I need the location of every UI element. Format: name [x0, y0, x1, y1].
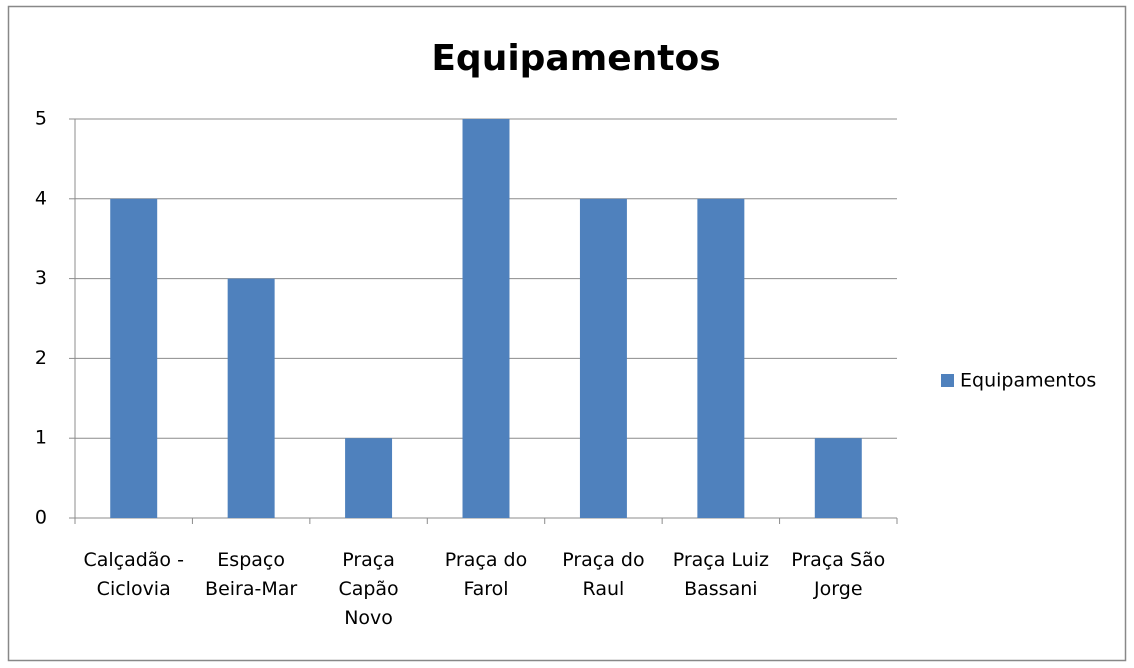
- x-tick-label: Praça Luiz Bassani: [672, 549, 769, 600]
- x-tick-label: Praça Capão Novo: [338, 549, 399, 629]
- y-tick-label: 0: [35, 507, 47, 529]
- bar: [110, 198, 158, 519]
- bar: [345, 438, 393, 518]
- x-tick-label: Praça São Jorge: [791, 549, 886, 600]
- x-tick-label: Calçadão - Ciclovia: [83, 549, 184, 600]
- legend-label: Equipamentos: [960, 370, 1096, 392]
- chart-border: [7, 5, 1127, 662]
- chart-title: Equipamentos: [431, 38, 720, 79]
- y-tick-label: 5: [35, 108, 47, 130]
- bar: [579, 198, 627, 519]
- x-tick-label: Praça do Farol: [444, 549, 528, 600]
- x-tick-label: Praça do Raul: [562, 549, 645, 600]
- y-tick-label: 1: [35, 427, 47, 449]
- bar: [697, 198, 745, 519]
- y-tick-label: 3: [35, 267, 47, 289]
- y-tick-label: 2: [35, 347, 47, 369]
- bar: [462, 119, 510, 518]
- y-tick-label: 4: [35, 187, 47, 209]
- x-tick-label: Espaço Beira-Mar: [205, 549, 298, 600]
- legend-swatch: [941, 374, 954, 387]
- bar: [814, 438, 862, 518]
- bar: [227, 278, 275, 518]
